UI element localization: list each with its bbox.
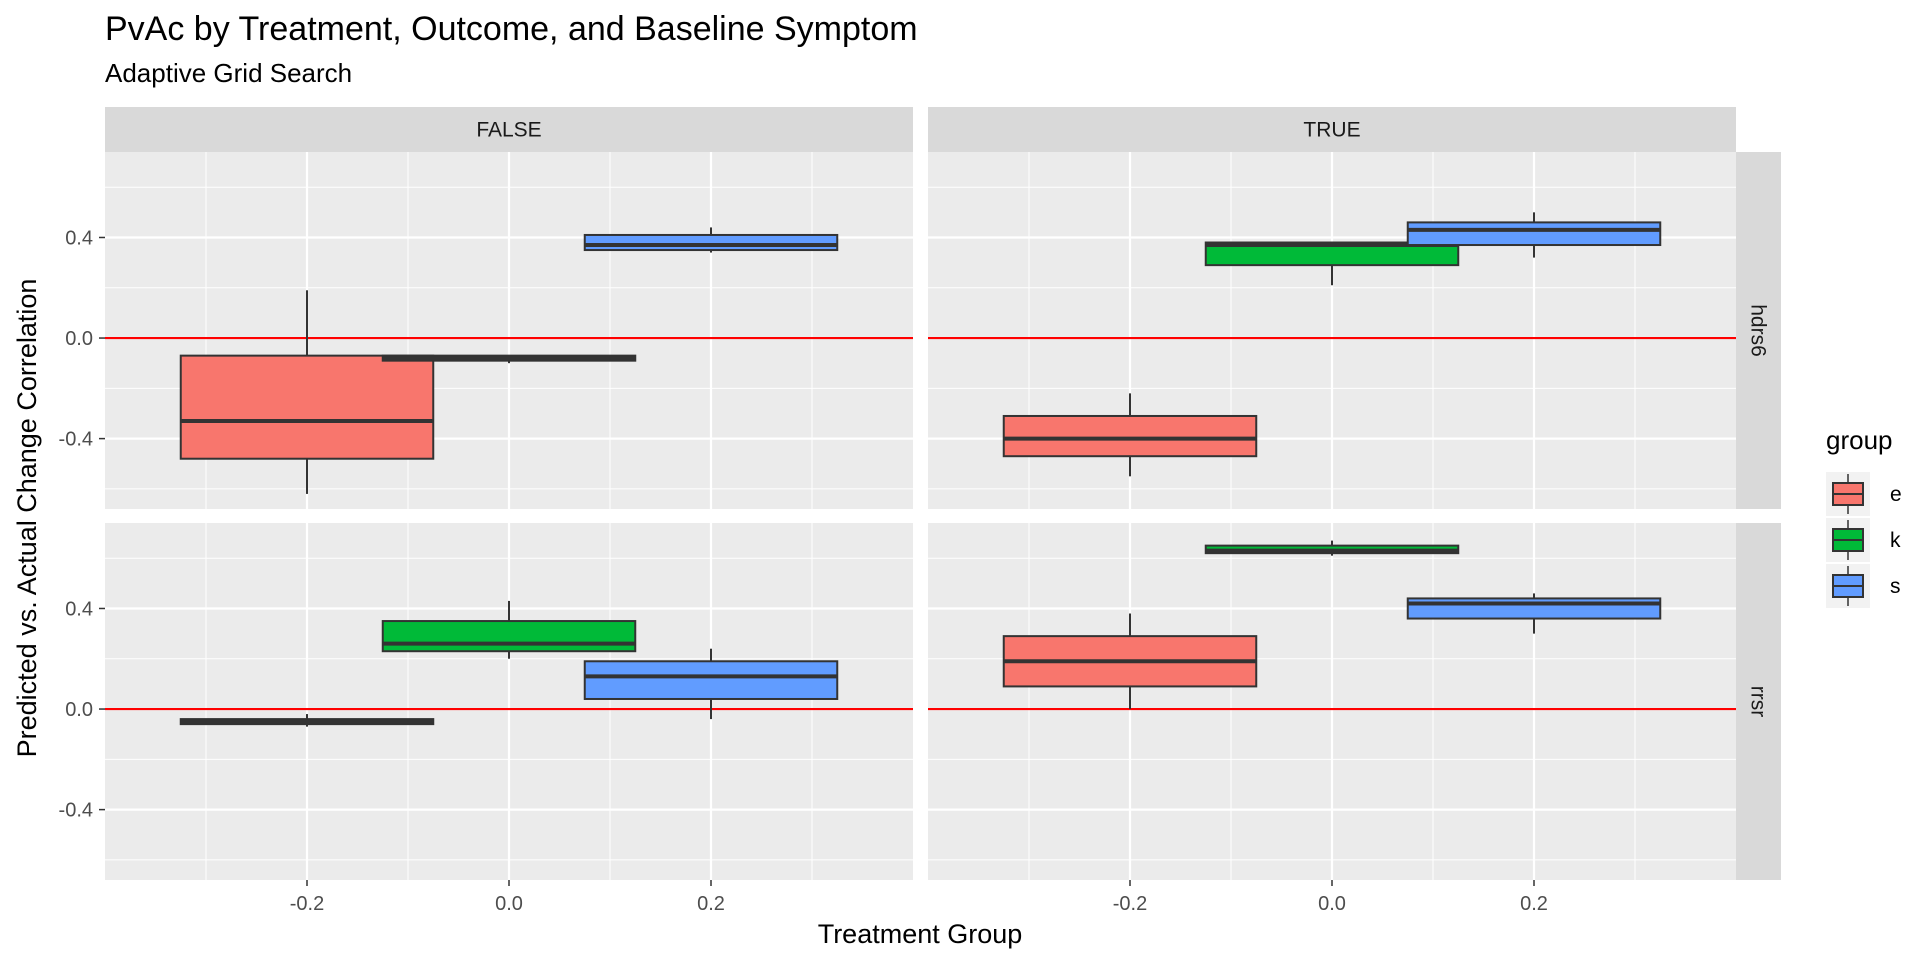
strip-label-true: TRUE xyxy=(1303,119,1360,142)
x-tick-label: -0.2 xyxy=(1113,893,1147,915)
strip-rrsr xyxy=(1736,523,1781,880)
strip-label-false: FALSE xyxy=(476,119,541,142)
y-tick-label: 0.4 xyxy=(65,598,93,620)
box-e xyxy=(1002,414,1258,458)
legend-title: group xyxy=(1826,425,1893,455)
x-tick-label: -0.2 xyxy=(290,893,324,915)
box-s xyxy=(583,233,839,252)
y-tick-label: -0.4 xyxy=(59,429,93,451)
strip-false xyxy=(105,107,913,152)
x-tick-label: 0.2 xyxy=(1520,893,1548,915)
box-s xyxy=(1406,597,1662,620)
x-tick-label: 0.2 xyxy=(697,893,725,915)
x-tick-label: 0.0 xyxy=(1318,893,1346,915)
strip-label-rrsr: rrsr xyxy=(1747,686,1770,717)
legend: group eks xyxy=(1826,425,1902,608)
legend-label-s: s xyxy=(1890,575,1901,598)
box-s xyxy=(1406,221,1662,247)
strip-label-hdrs6: hdrs6 xyxy=(1747,304,1770,357)
x-axis-title: Treatment Group xyxy=(818,919,1023,949)
strip-hdrs6 xyxy=(1736,152,1781,509)
x-tick-label: 0.0 xyxy=(495,893,523,915)
box-k xyxy=(1204,241,1460,267)
y-tick-label: 0.0 xyxy=(65,699,93,721)
chart-title: PvAc by Treatment, Outcome, and Baseline… xyxy=(105,10,918,48)
box-e xyxy=(179,354,435,460)
box-s xyxy=(583,660,839,700)
legend-label-k: k xyxy=(1890,529,1901,552)
y-tick-label: 0.0 xyxy=(65,328,93,350)
y-tick-label: -0.4 xyxy=(59,800,93,822)
strip-true xyxy=(928,107,1736,152)
y-axis-title: Predicted vs. Actual Change Correlation xyxy=(12,279,42,758)
facet-panels: FALSE TRUE hdrs6 rrsr -0.4 0.0 0.4 -0.4 0.0 0.4 -0… xyxy=(59,107,1781,915)
legend-label-e: e xyxy=(1890,483,1902,506)
box-k xyxy=(381,620,637,653)
y-tick-label: 0.4 xyxy=(65,227,93,249)
chart-subtitle: Adaptive Grid Search xyxy=(105,58,352,88)
